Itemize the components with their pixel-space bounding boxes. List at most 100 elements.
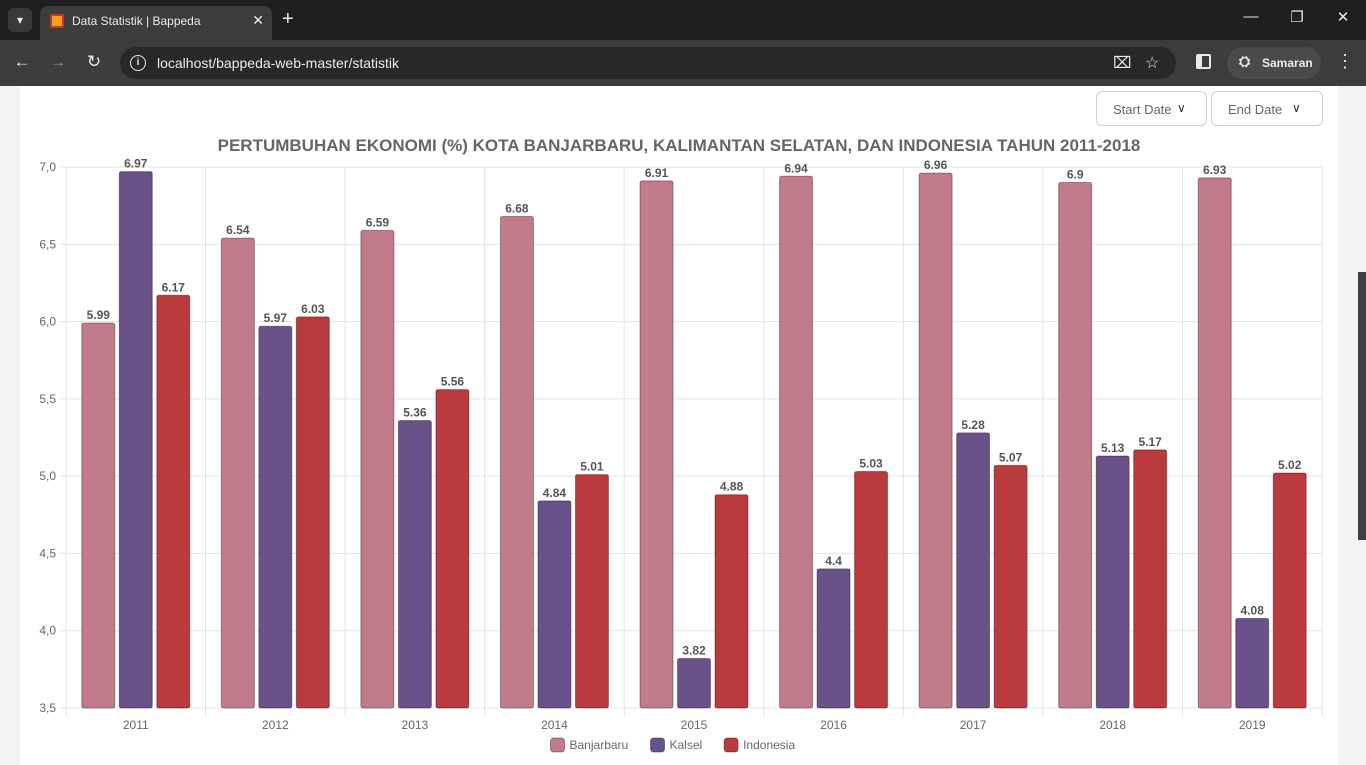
x-tick-label: 2015 [681,718,708,732]
bar-banjarbaru-2013 [360,229,395,709]
x-tick-label: 2017 [960,718,987,732]
chart-title: PERTUMBUHAN EKONOMI (%) KOTA BANJARBARU,… [217,136,1141,155]
bar-chart: 7,0 6,5 6,0 5,5 5,0 4,5 4,0 3,5 5.99 6.97 6.17 2011… [39,157,1323,753]
data-label: 5.03 [859,457,883,471]
x-tick-label: 2013 [402,718,429,732]
data-label: 5.02 [1278,458,1302,472]
y-tick-label: 3,5 [39,701,56,715]
data-label: 6.97 [124,157,148,171]
bar-kalsel-2012 [258,325,293,709]
translate-icon[interactable]: ⌧ [1113,55,1132,72]
bar-kalsel-2013 [397,419,432,709]
site-favicon-icon [50,14,64,28]
side-panel-icon[interactable] [1196,54,1211,69]
bar-banjarbaru-2014 [499,215,534,709]
page-scrollbar[interactable] [1358,272,1366,540]
legend-label: Kalsel [670,738,703,752]
address-bar[interactable]: i localhost/bappeda-web-master/statistik… [120,47,1176,79]
url-text[interactable]: localhost/bappeda-web-master/statistik [157,55,400,71]
tab-close-icon[interactable]: ✕ [252,12,264,28]
data-label: 4.88 [720,480,744,494]
active-tab[interactable]: Data Statistik | Bappeda ✕ [40,6,272,40]
y-tick-label: 6,5 [39,237,56,251]
back-icon[interactable]: ← [13,52,31,71]
browser-tab-bar: ▾ Data Statistik | Bappeda ✕ + — ❐ ✕ [0,0,1366,40]
bar-banjarbaru-2015 [639,180,674,709]
browser-toolbar: ← → ↻ i localhost/bappeda-web-master/sta… [0,40,1366,86]
legend-label: Banjarbaru [570,738,629,752]
data-label: 5.36 [403,405,427,419]
data-label: 6.17 [162,280,186,294]
data-label: 5.13 [1101,441,1125,455]
bookmark-star-icon[interactable]: ☆ [1145,55,1160,72]
end-date-dropdown[interactable]: End Date ∨ [1211,91,1323,126]
restore-icon[interactable]: ❐ [1290,9,1304,26]
x-tick-label: 2019 [1239,718,1266,732]
data-label: 5.01 [580,460,604,474]
x-tick-label: 2011 [123,718,149,732]
start-date-dropdown[interactable]: Start Date ∨ [1096,91,1207,126]
bar-indonesia-2011 [156,294,191,709]
data-label: 6.68 [505,201,529,215]
tab-search-icon[interactable]: ▾ [8,8,32,32]
bar-kalsel-2018 [1095,455,1130,709]
data-label: 4.84 [543,486,567,500]
legend-swatch-kalsel [650,737,665,753]
bar-banjarbaru-2018 [1058,181,1093,709]
data-label: 3.82 [682,644,706,658]
data-label: 5.17 [1138,435,1162,449]
bar-kalsel-2015 [677,658,711,709]
bar-kalsel-2017 [956,432,991,709]
page-content: Start Date ∨ End Date ∨ PERTUMBUHAN EKON… [0,86,1366,765]
chart-card: Start Date ∨ End Date ∨ PERTUMBUHAN EKON… [20,86,1338,765]
y-tick-label: 7,0 [39,160,56,174]
y-tick-label: 4,5 [39,546,56,560]
bar-indonesia-2017 [993,464,1028,709]
bar-indonesia-2018 [1133,449,1168,709]
browser-menu-icon[interactable]: ⋮ [1336,51,1354,71]
data-label: 5.07 [999,450,1023,464]
tab-title: Data Statistik | Bappeda [72,14,201,28]
data-label: 6.93 [1203,163,1227,177]
bar-kalsel-2019 [1235,617,1270,709]
forward-icon[interactable]: → [49,52,67,71]
minimize-icon[interactable]: — [1243,8,1259,25]
bar-indonesia-2013 [435,389,470,709]
data-label: 6.96 [924,158,948,172]
close-window-icon[interactable]: ✕ [1336,9,1350,26]
y-tick-label: 5,0 [39,469,56,483]
reload-icon[interactable]: ↻ [86,52,102,71]
data-label: 6.54 [226,223,250,237]
bar-banjarbaru-2017 [918,172,953,709]
data-label: 5.56 [441,375,465,389]
incognito-icon: ⛭ [1239,53,1251,69]
new-tab-icon[interactable]: + [282,8,294,30]
bar-banjarbaru-2012 [220,237,255,709]
data-label: 4.4 [825,554,842,568]
end-date-label: End Date [1228,102,1283,117]
y-tick-label: 5,5 [39,392,56,406]
data-label: 5.97 [264,311,288,325]
data-label: 6.91 [645,166,669,180]
bar-indonesia-2012 [295,316,330,709]
bar-banjarbaru-2016 [779,175,814,709]
legend-label: Indonesia [743,738,795,752]
data-label: 6.59 [366,215,390,229]
data-label: 6.03 [301,302,325,316]
bar-banjarbaru-2019 [1197,177,1232,709]
legend-swatch-indonesia [723,737,739,753]
bar-kalsel-2014 [537,500,572,709]
bar-indonesia-2014 [574,474,609,709]
chevron-down-icon: ∨ [1292,101,1301,115]
y-tick-label: 4,0 [39,624,56,638]
data-label: 5.28 [961,418,985,432]
site-info-icon[interactable]: i [130,55,146,71]
profile-button[interactable]: ⛭ Samaran [1227,47,1321,79]
x-tick-label: 2012 [262,718,289,732]
bar-indonesia-2015 [714,494,749,709]
start-date-label: Start Date [1113,102,1172,117]
bar-indonesia-2019 [1272,472,1307,709]
data-label: 5.99 [87,308,111,322]
data-label: 6.9 [1067,167,1084,181]
x-tick-label: 2016 [820,718,847,732]
